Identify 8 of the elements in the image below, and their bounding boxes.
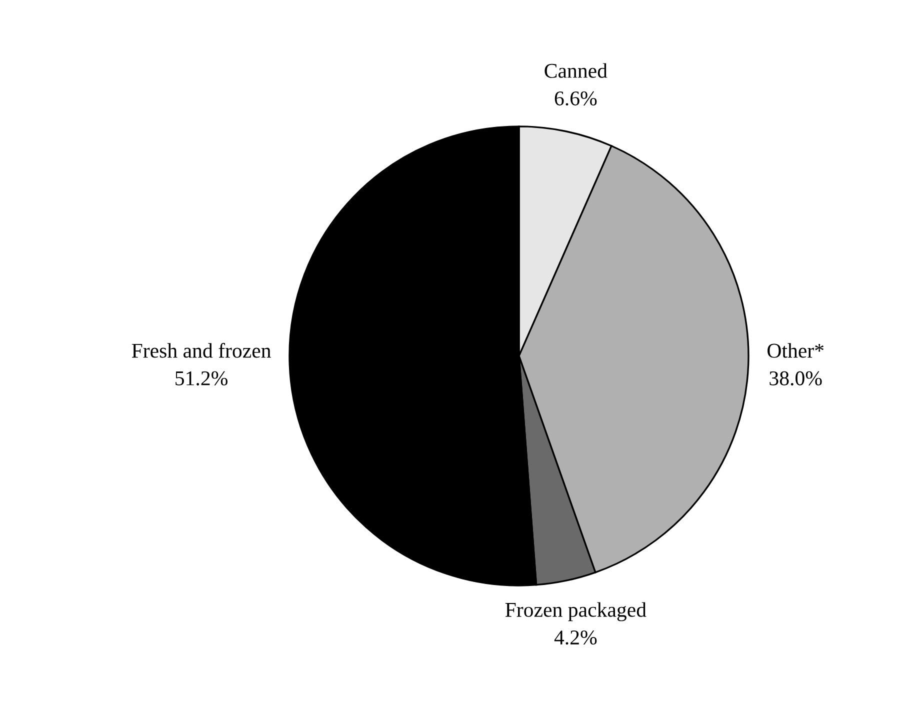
slice-label: Frozen packaged (505, 602, 646, 622)
slice-label: Canned (544, 63, 608, 78)
data-label: 38.0% (770, 371, 822, 386)
data-label: 51.2% (176, 371, 228, 386)
slice-label: Other* (768, 343, 824, 358)
data-label: 6.6% (554, 91, 597, 106)
data-label: 4.2% (554, 630, 597, 645)
slice-label: Fresh and frozen (132, 342, 271, 358)
